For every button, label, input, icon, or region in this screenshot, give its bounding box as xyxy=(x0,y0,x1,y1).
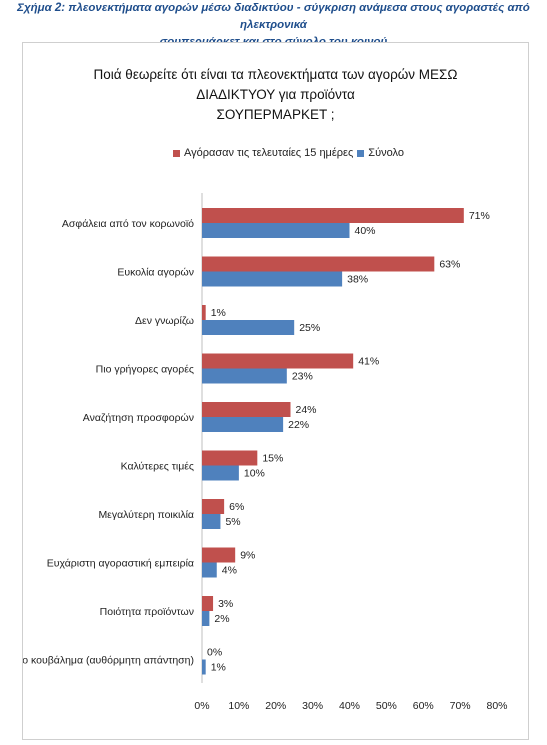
bar-total xyxy=(202,223,350,238)
x-tick-label: 40% xyxy=(339,700,360,712)
data-label-total: 10% xyxy=(244,468,265,480)
data-label-total: 40% xyxy=(355,225,376,237)
chart-title-line2: ΣΟΥΠΕΡΜΑΡΚΕΤ ; xyxy=(216,107,335,122)
data-label-recent: 63% xyxy=(439,259,460,271)
data-label-total: 2% xyxy=(214,613,229,625)
bar-recent xyxy=(202,596,214,611)
bar-recent xyxy=(202,402,291,417)
x-tick-label: 30% xyxy=(302,700,323,712)
bar-total xyxy=(202,514,221,529)
chart-title-line1: Ποιά θεωρείτε ότι είναι τα πλεονεκτήματα… xyxy=(93,67,458,102)
x-tick-label: 80% xyxy=(486,700,507,712)
bar-total xyxy=(202,465,239,481)
data-label-recent: 6% xyxy=(229,501,244,513)
category-label: Ποιότητα προϊόντων xyxy=(100,606,194,618)
bar-total xyxy=(202,659,206,675)
category-label: Μεγαλύτερη ποικιλία xyxy=(98,509,194,521)
data-label-recent: 41% xyxy=(358,356,379,368)
legend-swatch-total xyxy=(357,149,365,157)
category-label: Καλύτερες τιμές xyxy=(121,461,194,473)
x-tick-label: 70% xyxy=(450,700,471,712)
data-label-recent: 15% xyxy=(262,453,283,465)
figure-caption-line1: Σχήμα 2: πλεονεκτήματα αγορών μέσω διαδι… xyxy=(17,2,530,31)
data-label-recent: 1% xyxy=(211,307,226,319)
bar-recent xyxy=(202,256,435,272)
bar-recent xyxy=(202,208,464,223)
bar-total xyxy=(202,368,287,384)
bar-total xyxy=(202,562,217,578)
bar-recent xyxy=(202,450,258,466)
bar-recent xyxy=(202,353,354,369)
chart-legend: Αγόρασαν τις τελευταίες 15 ημέρες Σύνολο xyxy=(173,147,404,159)
category-label: Ευχάριστη αγοραστική εμπειρία xyxy=(47,558,194,570)
bar-chart: Ασφάλεια από τον κορωνοϊό 71% 40% Ευκολία α… xyxy=(23,193,508,712)
category-label: Γλιτώνω το κουβάλημα (αυθόρμητη απάντηση… xyxy=(23,655,194,667)
bar-total xyxy=(202,417,284,432)
legend-item-recent: Αγόρασαν τις τελευταίες 15 ημέρες xyxy=(173,147,353,159)
data-label-total: 23% xyxy=(292,371,313,383)
legend-label-total: Σύνολο xyxy=(368,147,404,159)
data-label-recent: 71% xyxy=(469,210,490,222)
legend-swatch-recent xyxy=(173,149,180,157)
legend-label-recent: Αγόρασαν τις τελευταίες 15 ημέρες xyxy=(184,147,354,159)
x-tick-label: 20% xyxy=(265,700,286,712)
bar-total xyxy=(202,611,210,626)
category-label: Πιο γρήγορες αγορές xyxy=(96,364,194,376)
category-label: Δεν γνωρίζω xyxy=(135,315,194,327)
x-tick-label: 0% xyxy=(194,700,209,712)
bar-recent xyxy=(202,547,236,563)
category-label: Ευκολία αγορών xyxy=(117,267,194,279)
chart-title: Ποιά θεωρείτε ότι είναι τα πλεονεκτήματα… xyxy=(53,65,498,125)
data-label-recent: 24% xyxy=(296,404,317,416)
chart-frame: Ποιά θεωρείτε ότι είναι τα πλεονεκτήματα… xyxy=(22,42,529,740)
x-tick-label: 10% xyxy=(228,700,249,712)
data-label-total: 4% xyxy=(222,565,237,577)
bar-recent xyxy=(202,499,225,514)
data-label-recent: 9% xyxy=(240,550,255,562)
legend-item-total: Σύνολο xyxy=(357,147,404,159)
data-label-total: 1% xyxy=(211,662,226,674)
data-label-recent: 3% xyxy=(218,598,233,610)
x-tick-label: 60% xyxy=(413,700,434,712)
x-tick-label: 50% xyxy=(376,700,397,712)
data-label-total: 22% xyxy=(288,419,309,431)
data-label-total: 38% xyxy=(347,274,368,286)
category-label: Αναζήτηση προσφορών xyxy=(83,412,194,424)
data-label-total: 5% xyxy=(225,516,240,528)
bar-total xyxy=(202,320,295,335)
data-label-recent: 0% xyxy=(207,647,222,659)
bar-total xyxy=(202,271,343,287)
data-label-total: 25% xyxy=(299,322,320,334)
category-label: Ασφάλεια από τον κορωνοϊό xyxy=(62,218,194,230)
bar-recent xyxy=(202,305,206,320)
